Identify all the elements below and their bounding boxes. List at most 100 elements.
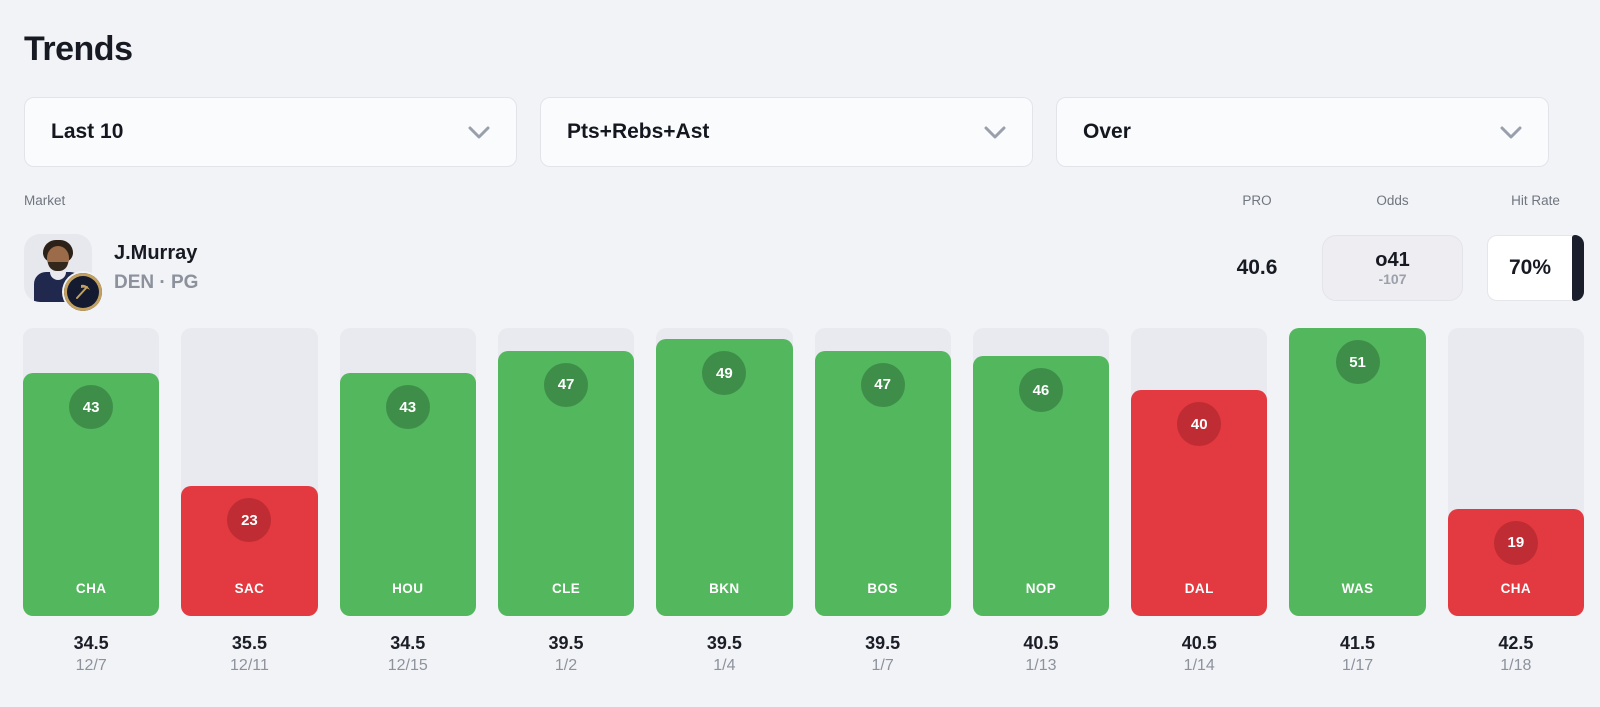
stat-value-badge: 47 <box>544 362 589 407</box>
player-avatar <box>24 234 102 311</box>
opponent-label: CLE <box>551 581 581 596</box>
bar-track: 43 CHA <box>23 328 160 616</box>
bar-fill-over: 51 WAS <box>1289 328 1426 616</box>
games-range-value: Last 10 <box>51 120 124 143</box>
stat-value-badge: 43 <box>69 385 114 430</box>
over-under-dropdown[interactable]: Over <box>1056 97 1549 167</box>
market-column-label: Market <box>24 193 66 208</box>
game-date: 1/2 <box>554 657 578 674</box>
stat-value-badge: 49 <box>702 351 747 396</box>
stat-value-badge: 47 <box>860 362 905 407</box>
trend-bar-column[interactable]: 47 CLE 39.5 1/2 <box>497 328 635 675</box>
bar-track: 23 SAC <box>181 328 318 616</box>
pickaxe-icon <box>76 284 90 299</box>
trend-bar-column[interactable]: 46 NOP 40.5 1/13 <box>972 328 1110 675</box>
opponent-label: CHA <box>1500 581 1532 596</box>
odds-button[interactable]: o41 -107 <box>1322 235 1463 301</box>
bar-track: 51 WAS <box>1289 328 1426 616</box>
stat-category-value: Pts+Rebs+Ast <box>567 120 710 143</box>
chevron-down-icon <box>984 126 1006 138</box>
games-range-dropdown[interactable]: Last 10 <box>24 97 517 167</box>
stat-value-badge: 40 <box>1177 402 1222 447</box>
bar-track: 19 CHA <box>1447 328 1584 616</box>
game-date: 12/7 <box>75 657 107 674</box>
bar-fill-over: 47 CLE <box>497 350 635 616</box>
bar-track: 40 DAL <box>1131 328 1268 616</box>
opponent-label: SAC <box>234 581 265 596</box>
trend-bar-column[interactable]: 43 HOU 34.5 12/15 <box>339 328 476 675</box>
game-date: 12/11 <box>230 657 269 674</box>
hit-rate-value: 70% <box>1508 256 1552 279</box>
betting-line-value: 40.5 <box>1023 633 1059 653</box>
player-team-position: DEN · PG <box>114 272 199 293</box>
team-logo-badge <box>64 273 102 311</box>
opponent-label: DAL <box>1184 581 1214 596</box>
stat-value-badge: 23 <box>227 498 272 543</box>
bar-fill-under: 23 SAC <box>181 486 318 616</box>
filter-bar: Last 10 Pts+Rebs+Ast Over <box>24 97 1549 167</box>
game-date: 1/14 <box>1183 657 1215 674</box>
hit-rate-box: 70% <box>1487 235 1584 301</box>
betting-line-value: 35.5 <box>231 633 267 653</box>
scrollbar-thumb[interactable] <box>1572 235 1584 301</box>
opponent-label: HOU <box>392 581 424 596</box>
game-date: 1/13 <box>1025 657 1057 674</box>
opponent-label: NOP <box>1025 581 1057 596</box>
odds-column-label: Odds <box>1376 193 1409 208</box>
game-date: 1/4 <box>713 657 736 674</box>
bar-fill-under: 40 DAL <box>1131 390 1268 616</box>
bar-track: 49 BKN <box>656 328 793 616</box>
bar-fill-over: 43 HOU <box>339 373 476 616</box>
betting-line-value: 39.5 <box>548 633 584 653</box>
trend-bar-column[interactable]: 49 BKN 39.5 1/4 <box>656 328 793 675</box>
opponent-label: WAS <box>1341 581 1374 596</box>
bar-track: 43 HOU <box>339 328 476 616</box>
odds-price-value: -107 <box>1378 270 1407 287</box>
over-under-value: Over <box>1083 120 1131 143</box>
player-name: J.Murray <box>114 242 198 264</box>
trend-bar-column[interactable]: 51 WAS 41.5 1/17 <box>1289 328 1426 675</box>
bar-fill-over: 47 BOS <box>814 350 951 616</box>
trend-bar-column[interactable]: 23 SAC 35.5 12/11 <box>181 328 318 675</box>
chevron-down-icon <box>468 126 490 138</box>
stat-value-badge: 19 <box>1493 520 1538 565</box>
stat-value-badge: 43 <box>385 385 430 430</box>
bar-fill-over: 49 BKN <box>656 339 793 616</box>
game-date: 1/18 <box>1500 657 1532 674</box>
bar-track: 47 BOS <box>814 328 951 616</box>
table-header-row: Market PRO Odds Hit Rate <box>24 193 1584 208</box>
bar-fill-over: 46 NOP <box>972 356 1110 616</box>
trend-bar-column[interactable]: 19 CHA 42.5 1/18 <box>1447 328 1584 675</box>
hit-rate-column-label: Hit Rate <box>1511 193 1560 208</box>
bar-fill-under: 19 CHA <box>1447 508 1584 616</box>
trend-bar-column[interactable]: 43 CHA 34.5 12/7 <box>23 328 160 675</box>
opponent-label: BOS <box>867 581 898 596</box>
betting-line-value: 39.5 <box>865 633 901 653</box>
betting-line-value: 39.5 <box>706 633 742 653</box>
pro-projection-value: 40.6 <box>1236 256 1278 279</box>
player-market-row[interactable]: J.Murray DEN · PG 40.6 o41 -107 70% <box>24 234 1584 311</box>
stat-category-dropdown[interactable]: Pts+Rebs+Ast <box>540 97 1033 167</box>
game-date: 1/7 <box>871 657 894 674</box>
trend-bar-column[interactable]: 47 BOS 39.5 1/7 <box>814 328 951 675</box>
betting-line-value: 41.5 <box>1340 633 1376 653</box>
page-title: Trends <box>24 30 133 68</box>
opponent-label: BKN <box>709 581 740 596</box>
bar-track: 47 CLE <box>497 328 635 616</box>
game-date: 12/15 <box>387 657 428 674</box>
betting-line-value: 34.5 <box>390 633 426 653</box>
game-date: 1/17 <box>1341 657 1374 674</box>
opponent-label: CHA <box>75 581 107 596</box>
odds-line-value: o41 <box>1375 248 1410 271</box>
chevron-down-icon <box>1500 126 1522 138</box>
bar-track: 46 NOP <box>972 328 1110 616</box>
stat-value-badge: 46 <box>1018 368 1063 413</box>
stat-value-badge: 51 <box>1335 340 1380 384</box>
trend-bar-column[interactable]: 40 DAL 40.5 1/14 <box>1131 328 1268 675</box>
betting-line-value: 40.5 <box>1181 633 1217 653</box>
betting-line-value: 42.5 <box>1498 633 1534 653</box>
trend-chart: 43 CHA 34.5 12/7 23 SAC 35.5 12/11 43 HOU 34.5 12/1… <box>23 328 1584 675</box>
betting-line-value: 34.5 <box>73 633 109 653</box>
pro-column-label: PRO <box>1242 193 1272 208</box>
bar-fill-over: 43 CHA <box>23 373 160 616</box>
